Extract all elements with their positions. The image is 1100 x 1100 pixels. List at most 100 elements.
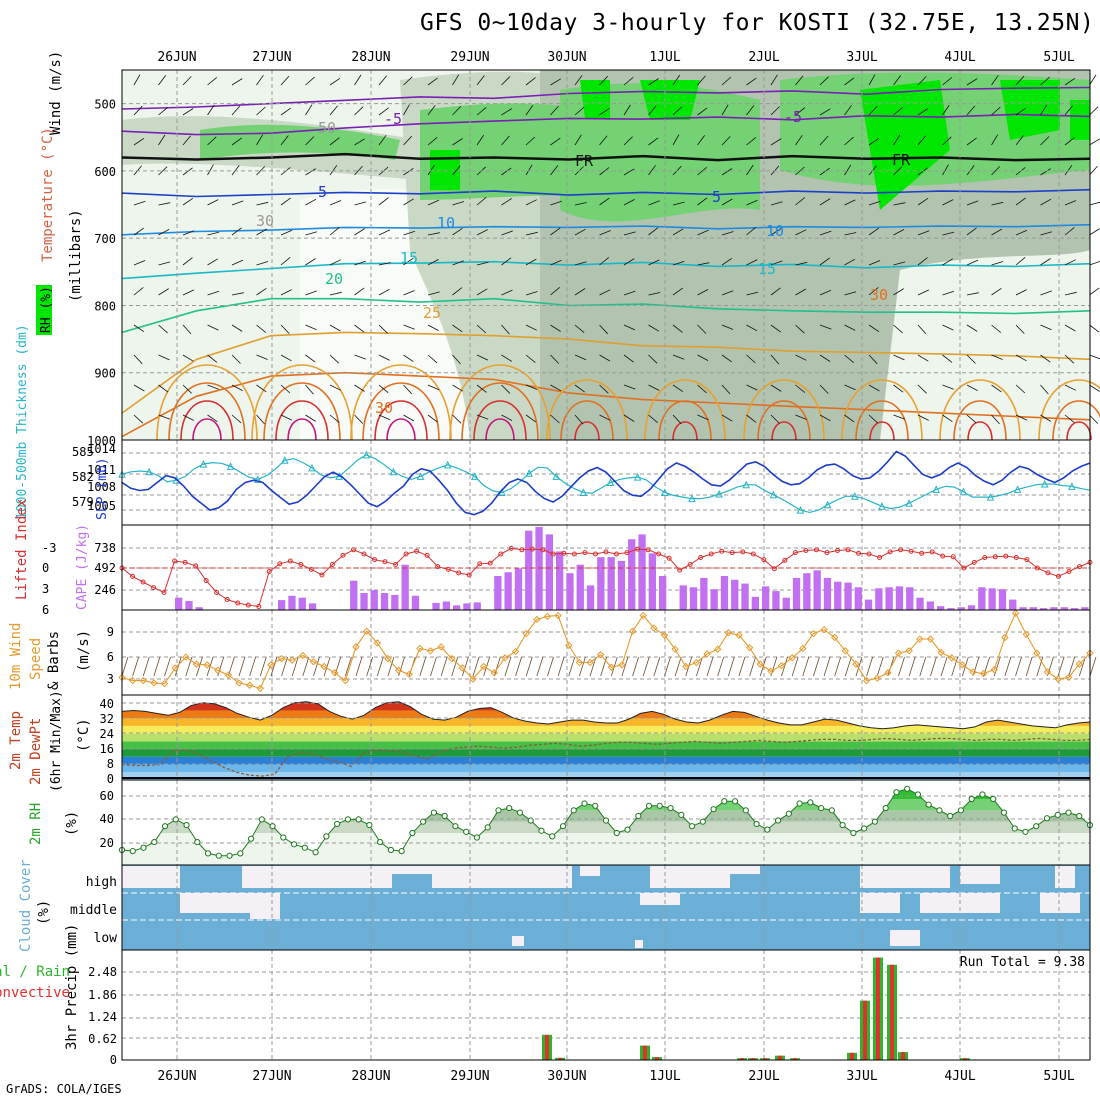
rh2m-marker (195, 839, 200, 844)
rh2m-tick: 60 (100, 789, 114, 803)
wind10m-barb (537, 657, 543, 676)
rh2m-marker (991, 796, 996, 801)
cape-bar (638, 534, 645, 610)
rh2m-marker (152, 839, 157, 844)
wind10m-barb (1090, 657, 1096, 676)
contour-label: 25 (423, 304, 441, 322)
wind10m-barb (739, 657, 745, 676)
ylabel-slp: SLP (mb) (95, 457, 110, 520)
wind10m-barb (867, 657, 873, 676)
contour-label: 5 (318, 183, 327, 201)
rh2m-marker (625, 827, 630, 832)
ylabel-temp2m-b: 2m DewPt (28, 718, 44, 785)
pressure-tick: 900 (94, 367, 116, 381)
wind10m-barb (377, 657, 383, 676)
precip-tick: 2.48 (88, 965, 117, 979)
wind-barb (1090, 229, 1100, 235)
ylabel-rh: RH (%) (39, 286, 54, 333)
cloud-clear-block (242, 866, 332, 888)
precip-convective-bar (901, 1052, 905, 1060)
cape-bar (793, 578, 800, 610)
cape-tick: 246 (94, 583, 116, 597)
ylabel-cape: CAPE (J/kg) (75, 524, 90, 610)
rh2m-marker (485, 825, 490, 830)
temp2m-tick: 16 (100, 742, 114, 756)
contour-label: 30 (870, 286, 888, 304)
cape-bar (649, 553, 656, 610)
cape-bar (577, 565, 584, 610)
rh2m-marker (1034, 824, 1039, 829)
slp-line (122, 452, 1090, 515)
cloud-clear-block (332, 866, 392, 888)
cape-bar (185, 601, 192, 610)
rh2m-marker (636, 813, 641, 818)
rh2m-marker (980, 792, 985, 797)
cape-bar (844, 583, 851, 610)
cape-bar (916, 598, 923, 610)
lifted-index-tick: 3 (42, 582, 49, 596)
rh2m-marker (1055, 812, 1060, 817)
cape-bar (505, 572, 512, 610)
rh2m-marker (238, 851, 243, 856)
ylabel-wind10m-b: Speed (28, 638, 44, 680)
rh2m-marker (894, 790, 899, 795)
cape-bar (299, 598, 306, 610)
ylabel-millibars: (millibars) (68, 209, 84, 302)
wind10m-barb (165, 657, 171, 676)
rh2m-marker (431, 810, 436, 815)
rh2m-marker (550, 834, 555, 839)
wind10m-barb (941, 657, 947, 676)
rh2m-marker (517, 810, 522, 815)
ylabel-cloud-unit: (%) (36, 900, 52, 925)
rh2m-marker (356, 817, 361, 822)
rh2m-tick: 20 (100, 836, 114, 850)
cloud-layer-label: high (86, 875, 117, 890)
rh2m-marker (453, 824, 458, 829)
day-label-top: 28JUN (351, 50, 390, 65)
contour-label: 10 (437, 214, 455, 232)
meteogram-chart: 26JUN26JUN27JUN27JUN28JUN28JUN29JUN29JUN… (0, 0, 1100, 1100)
day-label-top: 2JUL (748, 50, 779, 65)
rh2m-marker (421, 819, 426, 824)
cape-bar (711, 589, 718, 610)
precip-convective-bar (545, 1035, 549, 1060)
rh2m-marker (130, 849, 135, 854)
ylabel-lifted-index: Lifted Index (14, 499, 30, 600)
cloud-clear-block (635, 940, 643, 948)
wind10m-barb (750, 657, 756, 676)
ylabel-temp2m-d: (°C) (76, 718, 92, 752)
cape-bar (700, 578, 707, 610)
wind10m-barb (430, 657, 436, 676)
wind10m-barb (558, 657, 564, 676)
precip-convective-bar (890, 965, 894, 1060)
rh2m-band (122, 833, 1090, 867)
rh2m-marker (474, 835, 479, 840)
cape-bar (391, 595, 398, 610)
cape-bar (360, 593, 367, 610)
cape-bar (350, 581, 357, 610)
precip-tick: 0.62 (88, 1032, 117, 1046)
cape-bar (381, 593, 388, 610)
wind10m-tick: 6 (107, 650, 114, 664)
day-label-bottom: 4JUL (944, 1069, 975, 1084)
wind-barb (1090, 261, 1100, 265)
rh2m-marker (765, 827, 770, 832)
rh2m-marker (291, 842, 296, 847)
lifted-index-tick: 6 (42, 603, 49, 617)
precip-convective-bar (643, 1046, 647, 1060)
wind10m-barb (803, 657, 809, 676)
cape-bar (906, 587, 913, 610)
wind10m-frame (122, 610, 1090, 695)
cloud-clear-block (580, 866, 600, 876)
rh2m-marker (313, 850, 318, 855)
rh2m-marker (937, 808, 942, 813)
cape-bar (762, 586, 769, 610)
day-label-top: 29JUN (450, 50, 489, 65)
wind-barb (1090, 355, 1100, 359)
cape-bar (659, 576, 666, 610)
cloud-clear-block (432, 866, 492, 888)
wind10m-barb (899, 657, 905, 676)
wind10m-barb (516, 657, 522, 676)
rh2m-marker (926, 802, 931, 807)
wind-barb (1090, 202, 1100, 205)
